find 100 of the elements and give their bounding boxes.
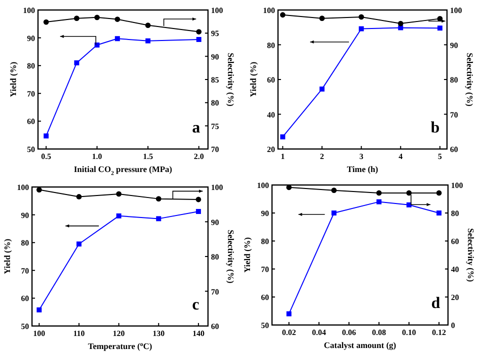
point	[43, 19, 49, 25]
y2-tick-label: 100	[211, 6, 223, 15]
y-tick-label: 100	[263, 6, 275, 15]
y2-tick-label: 75	[211, 122, 219, 131]
y2-tick-label: 80	[211, 252, 219, 262]
x-tick-label: 0.06	[342, 328, 356, 337]
y2-tick-label: 70	[211, 287, 219, 296]
y2-tick-label: 60	[211, 322, 219, 331]
x-tick-label: 0.08	[372, 328, 386, 337]
point	[74, 60, 80, 66]
y-axis-title: Yield (%)	[242, 237, 252, 273]
point	[76, 194, 82, 200]
y-tick-label: 80	[27, 62, 35, 71]
point	[145, 38, 150, 44]
y-tick-label: 50	[21, 322, 29, 331]
point	[36, 187, 42, 192]
point	[280, 134, 286, 140]
point	[196, 29, 202, 34]
point	[280, 12, 286, 18]
y-tick-label: 80	[261, 237, 269, 246]
y-tick-label: 50	[27, 145, 35, 154]
x-tick-label: 0.02	[282, 328, 296, 337]
point	[94, 42, 100, 48]
y2-axis-title: Selectivity (%)	[465, 52, 475, 106]
point	[156, 216, 162, 222]
x-axis-title: Catalyst amount (g)	[324, 340, 396, 350]
y2-tick-label: 85	[211, 76, 219, 84]
x-axis-title: Initial CO$_{2}$ pressure (MPa)	[74, 164, 172, 177]
point	[196, 196, 202, 202]
x-tick-label: 140	[192, 329, 204, 338]
x-tick-label: 0.12	[432, 328, 446, 337]
y2-tick-label: 100	[211, 183, 223, 192]
point	[36, 307, 42, 312]
y-tick-label: 90	[21, 210, 29, 220]
y-tick-label: 60	[21, 294, 29, 304]
x-tick-label: 5	[438, 152, 442, 161]
annotation: a	[192, 119, 200, 136]
point	[116, 191, 122, 197]
point	[196, 36, 202, 42]
y-tick-label: 70	[261, 265, 269, 274]
y2-axis-title: Selectivity (%)	[226, 52, 236, 106]
annotation: d	[431, 295, 440, 312]
x-tick-label: 100	[33, 329, 46, 338]
point	[358, 26, 364, 32]
x-tick-label: 2	[320, 152, 324, 161]
x-tick-label: 0.10	[402, 328, 416, 337]
point	[286, 311, 292, 316]
point	[398, 20, 404, 26]
point	[114, 16, 120, 22]
point	[406, 202, 412, 208]
point	[156, 196, 162, 202]
y-tick-label: 70	[27, 89, 35, 98]
y2-tick-label: 90	[211, 52, 219, 62]
x-tick-label: 4	[398, 152, 403, 161]
x-tick-label: 110	[73, 329, 85, 338]
y-tick-label: 70	[21, 266, 29, 276]
point	[437, 26, 442, 31]
y2-tick-label: 90	[450, 40, 458, 50]
point	[114, 36, 120, 42]
y2-tick-label: 70	[211, 145, 219, 154]
y2-tick-label: 70	[450, 110, 458, 120]
y2-tick-label: 100	[450, 6, 462, 15]
x-tick-label: 0.5	[41, 152, 52, 161]
point	[320, 86, 325, 92]
y2-axis-title: Selectivity (%)	[466, 228, 476, 282]
y-tick-label: 90	[261, 209, 269, 218]
y-axis-title: Yield (%)	[248, 62, 258, 98]
point	[331, 210, 336, 216]
y-tick-label: 20	[267, 145, 275, 154]
y2-tick-label: 60	[451, 237, 459, 246]
point	[319, 16, 325, 22]
annotation: c	[192, 296, 200, 314]
y-tick-label: 50	[261, 321, 269, 330]
y-axis-title: Yield (%)	[2, 238, 12, 274]
point	[116, 213, 122, 218]
y-tick-label: 80	[267, 40, 275, 50]
y-tick-label: 40	[267, 110, 275, 120]
point	[145, 22, 151, 28]
x-tick-label: 3	[359, 152, 364, 161]
x-axis-title: Time (h)	[346, 164, 378, 174]
y2-tick-label: 60	[450, 145, 458, 154]
point	[196, 208, 201, 214]
y-tick-label: 90	[27, 34, 35, 43]
point	[44, 133, 49, 138]
x-tick-label: 1.0	[92, 152, 102, 161]
x-tick-label: 130	[152, 329, 165, 338]
point	[358, 14, 364, 20]
x-tick-label: 2.0	[194, 152, 204, 161]
y-tick-label: 100	[23, 6, 35, 15]
y-tick-label: 100	[17, 183, 29, 192]
y-tick-label: 60	[261, 293, 269, 302]
y-tick-label: 60	[267, 76, 275, 84]
y2-tick-label: 20	[451, 293, 459, 302]
x-tick-label: 0.04	[312, 328, 326, 337]
y2-tick-label: 100	[451, 181, 463, 190]
y2-axis-title: Selectivity (%)	[226, 230, 236, 284]
y2-tick-label: 80	[450, 76, 458, 84]
y2-tick-label: 80	[211, 98, 219, 108]
point	[74, 16, 80, 22]
y2-tick-label: 40	[451, 265, 459, 274]
